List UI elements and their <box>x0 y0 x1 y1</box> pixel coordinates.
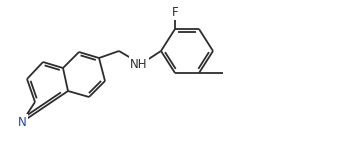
Text: F: F <box>172 5 178 19</box>
Text: N: N <box>18 115 26 129</box>
Text: NH: NH <box>130 58 148 71</box>
